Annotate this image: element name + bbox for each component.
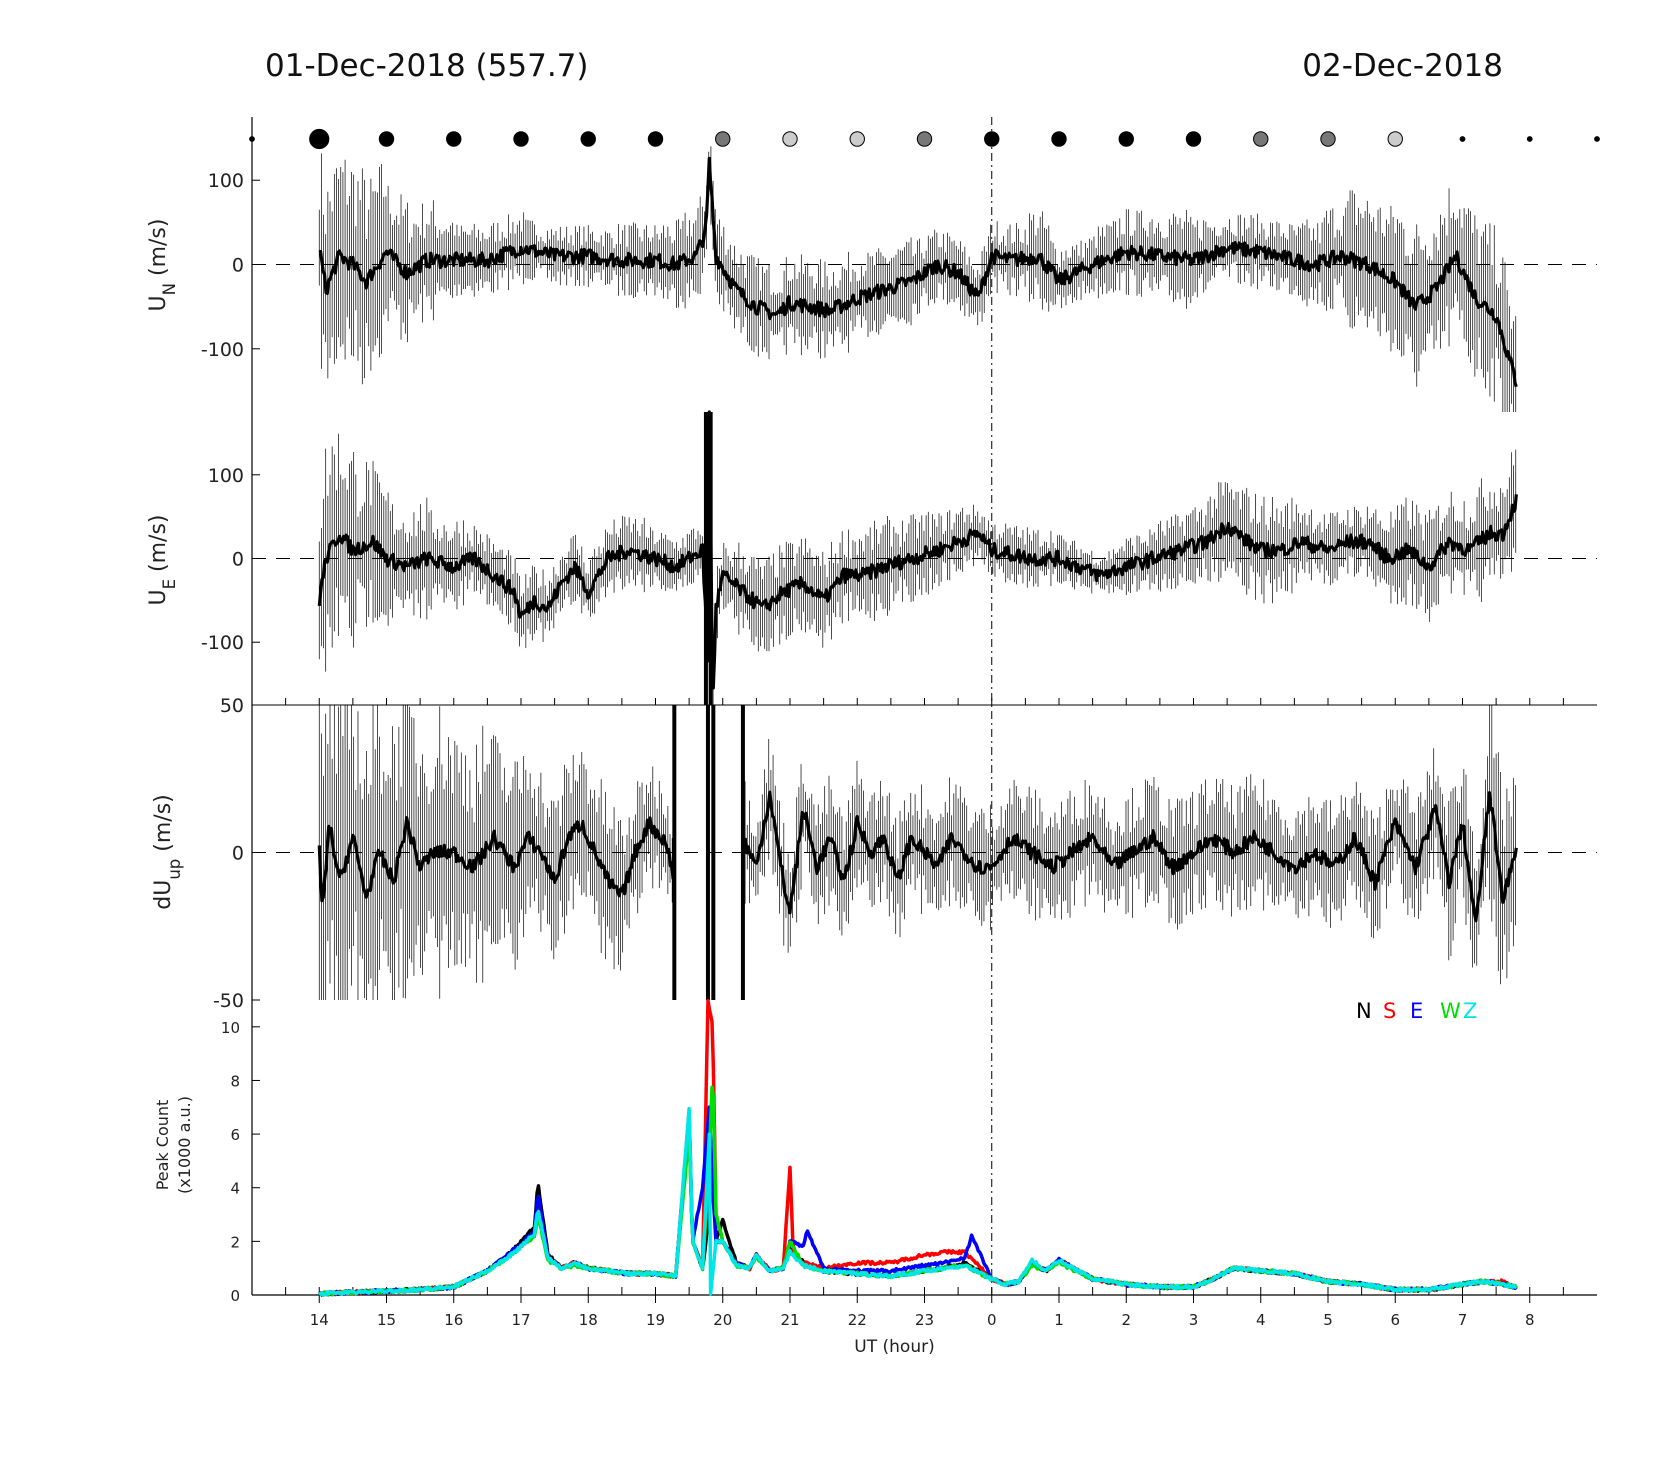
x-tick-label: 18 [579, 1311, 598, 1329]
sky-marker [782, 131, 798, 147]
sky-marker [378, 131, 395, 147]
x-axis-label: UT (hour) [854, 1337, 934, 1357]
legend-entry-z: Z [1463, 999, 1477, 1023]
sky-marker [580, 131, 596, 147]
y-tick-label: 100 [208, 465, 244, 487]
y-tick-label: 0 [232, 255, 244, 277]
y-tick-label: 50 [220, 695, 244, 717]
y-tick-label: 0 [232, 843, 244, 865]
y-axis-label: dUup (m/s) [151, 794, 184, 909]
x-tick-label: 0 [987, 1311, 997, 1329]
x-tick-label: 17 [511, 1311, 530, 1329]
wind-series-line [742, 790, 1518, 923]
sky-marker [984, 131, 1000, 147]
y-axis-label: Peak Count [153, 1100, 172, 1191]
x-tick-label: 16 [444, 1311, 463, 1329]
x-tick-label: 14 [310, 1311, 329, 1329]
sky-marker [715, 131, 731, 147]
x-tick-label: 8 [1525, 1311, 1535, 1329]
x-tick-label: 2 [1121, 1311, 1131, 1329]
sky-marker [1253, 131, 1269, 147]
sky-marker [249, 136, 255, 142]
y-tick-label: 4 [230, 1180, 240, 1198]
wind-series-line [317, 410, 1518, 690]
wind-series-line [318, 156, 1518, 388]
sky-marker [1459, 136, 1466, 142]
x-tick-label: 21 [780, 1311, 799, 1329]
sky-marker [916, 131, 933, 147]
y-tick-label: -50 [213, 990, 244, 1012]
x-tick-label: 6 [1390, 1311, 1400, 1329]
legend-entry-w: W [1440, 999, 1461, 1023]
sky-marker [1387, 131, 1403, 147]
x-tick-label: 22 [848, 1311, 867, 1329]
y-axis-label: UN (m/s) [146, 219, 179, 312]
series-line-n [318, 1120, 1518, 1297]
x-tick-label: 4 [1256, 1311, 1266, 1329]
x-tick-label: 3 [1189, 1311, 1199, 1329]
x-tick-label: 1 [1054, 1311, 1064, 1329]
title-left: 01-Dec-2018 (557.7) [265, 48, 589, 84]
sky-marker [1185, 131, 1202, 147]
sky-marker [1051, 131, 1067, 147]
x-tick-label: 5 [1323, 1311, 1333, 1329]
x-tick-label: 19 [646, 1311, 665, 1329]
sky-marker [446, 131, 462, 147]
series-line-s [318, 998, 1517, 1297]
sky-marker [1526, 136, 1533, 142]
sky-marker [1594, 136, 1600, 142]
y-axis-label: UE (m/s) [146, 514, 179, 605]
y-tick-label: 0 [230, 1287, 240, 1305]
series-line-z [318, 1106, 1517, 1297]
y-tick-label: -100 [201, 339, 244, 361]
sky-marker [849, 131, 865, 147]
y-tick-label: -100 [201, 632, 244, 654]
y-tick-label: 10 [221, 1019, 240, 1037]
x-tick-label: 23 [915, 1311, 934, 1329]
x-tick-label: 20 [713, 1311, 732, 1329]
y-tick-label: 8 [230, 1072, 240, 1090]
x-tick-label: 15 [377, 1311, 396, 1329]
y-tick-label: 0 [232, 549, 244, 571]
title-right: 02-Dec-2018 [1302, 48, 1503, 84]
legend-entry-e: E [1410, 999, 1423, 1023]
sky-marker [513, 131, 529, 147]
sky-marker [1118, 131, 1134, 147]
y-axis-label: (x1000 a.u.) [175, 1096, 194, 1194]
sky-marker [1320, 131, 1336, 147]
y-tick-label: 2 [230, 1233, 240, 1251]
sky-marker [309, 128, 330, 150]
series-line-e [318, 1105, 1518, 1297]
y-tick-label: 100 [208, 170, 244, 192]
wind-series-line [317, 816, 676, 903]
y-tick-label: 6 [230, 1126, 240, 1144]
sky-marker [647, 131, 664, 147]
legend-entry-n: N [1356, 999, 1372, 1023]
legend-entry-s: S [1383, 999, 1396, 1023]
x-tick-label: 7 [1458, 1311, 1468, 1329]
